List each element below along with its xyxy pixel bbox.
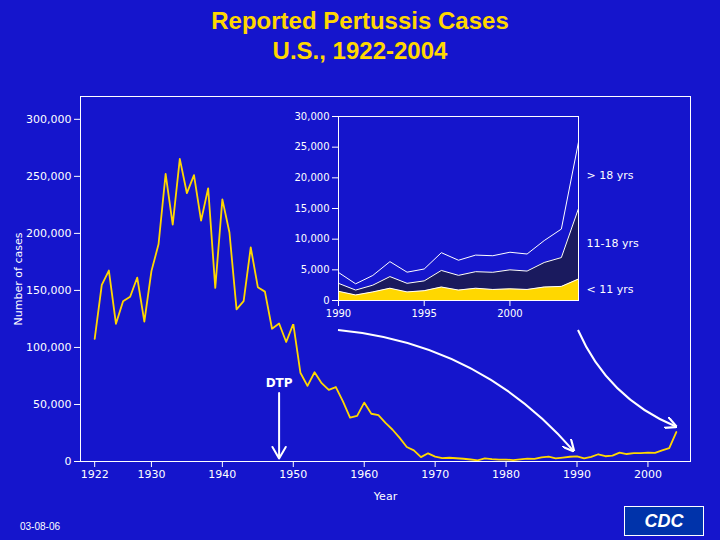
svg-text:1995: 1995	[411, 308, 436, 319]
svg-text:5,000: 5,000	[301, 264, 330, 275]
html-text:03-08-06: 03-08-06	[20, 521, 60, 532]
svg-text:0: 0	[65, 455, 72, 468]
svg-text:1922: 1922	[81, 468, 109, 481]
svg-text:Number of cases: Number of cases	[12, 232, 25, 325]
svg-text:10,000: 10,000	[295, 233, 330, 244]
svg-text:> 18 yrs: > 18 yrs	[587, 169, 634, 182]
svg-text:25,000: 25,000	[295, 141, 330, 152]
svg-text:1990: 1990	[563, 468, 591, 481]
svg-text:300,000: 300,000	[26, 113, 72, 126]
svg-text:1930: 1930	[137, 468, 165, 481]
svg-text:1940: 1940	[208, 468, 236, 481]
svg-text:Year: Year	[373, 490, 398, 503]
svg-text:0: 0	[323, 295, 329, 306]
svg-text:1990: 1990	[326, 308, 351, 319]
svg-text:< 11 yrs: < 11 yrs	[587, 283, 634, 296]
svg-text:20,000: 20,000	[295, 172, 330, 183]
svg-text:1950: 1950	[279, 468, 307, 481]
html-text:Reported Pertussis Cases: Reported Pertussis Cases	[211, 7, 509, 34]
html-text:CDC: CDC	[644, 510, 684, 531]
svg-text:30,000: 30,000	[295, 111, 330, 122]
svg-text:1960: 1960	[350, 468, 378, 481]
html-text:U.S., 1922-2004: U.S., 1922-2004	[272, 37, 448, 64]
svg-text:11-18 yrs: 11-18 yrs	[587, 237, 639, 250]
svg-text:DTP: DTP	[266, 376, 293, 390]
svg-text:50,000: 50,000	[33, 398, 72, 411]
svg-text:1970: 1970	[421, 468, 449, 481]
svg-text:150,000: 150,000	[26, 284, 72, 297]
svg-text:250,000: 250,000	[26, 170, 72, 183]
svg-text:100,000: 100,000	[26, 341, 72, 354]
svg-text:1980: 1980	[492, 468, 520, 481]
svg-text:200,000: 200,000	[26, 227, 72, 240]
svg-text:15,000: 15,000	[295, 203, 330, 214]
svg-text:2000: 2000	[497, 308, 522, 319]
svg-text:2000: 2000	[634, 468, 662, 481]
